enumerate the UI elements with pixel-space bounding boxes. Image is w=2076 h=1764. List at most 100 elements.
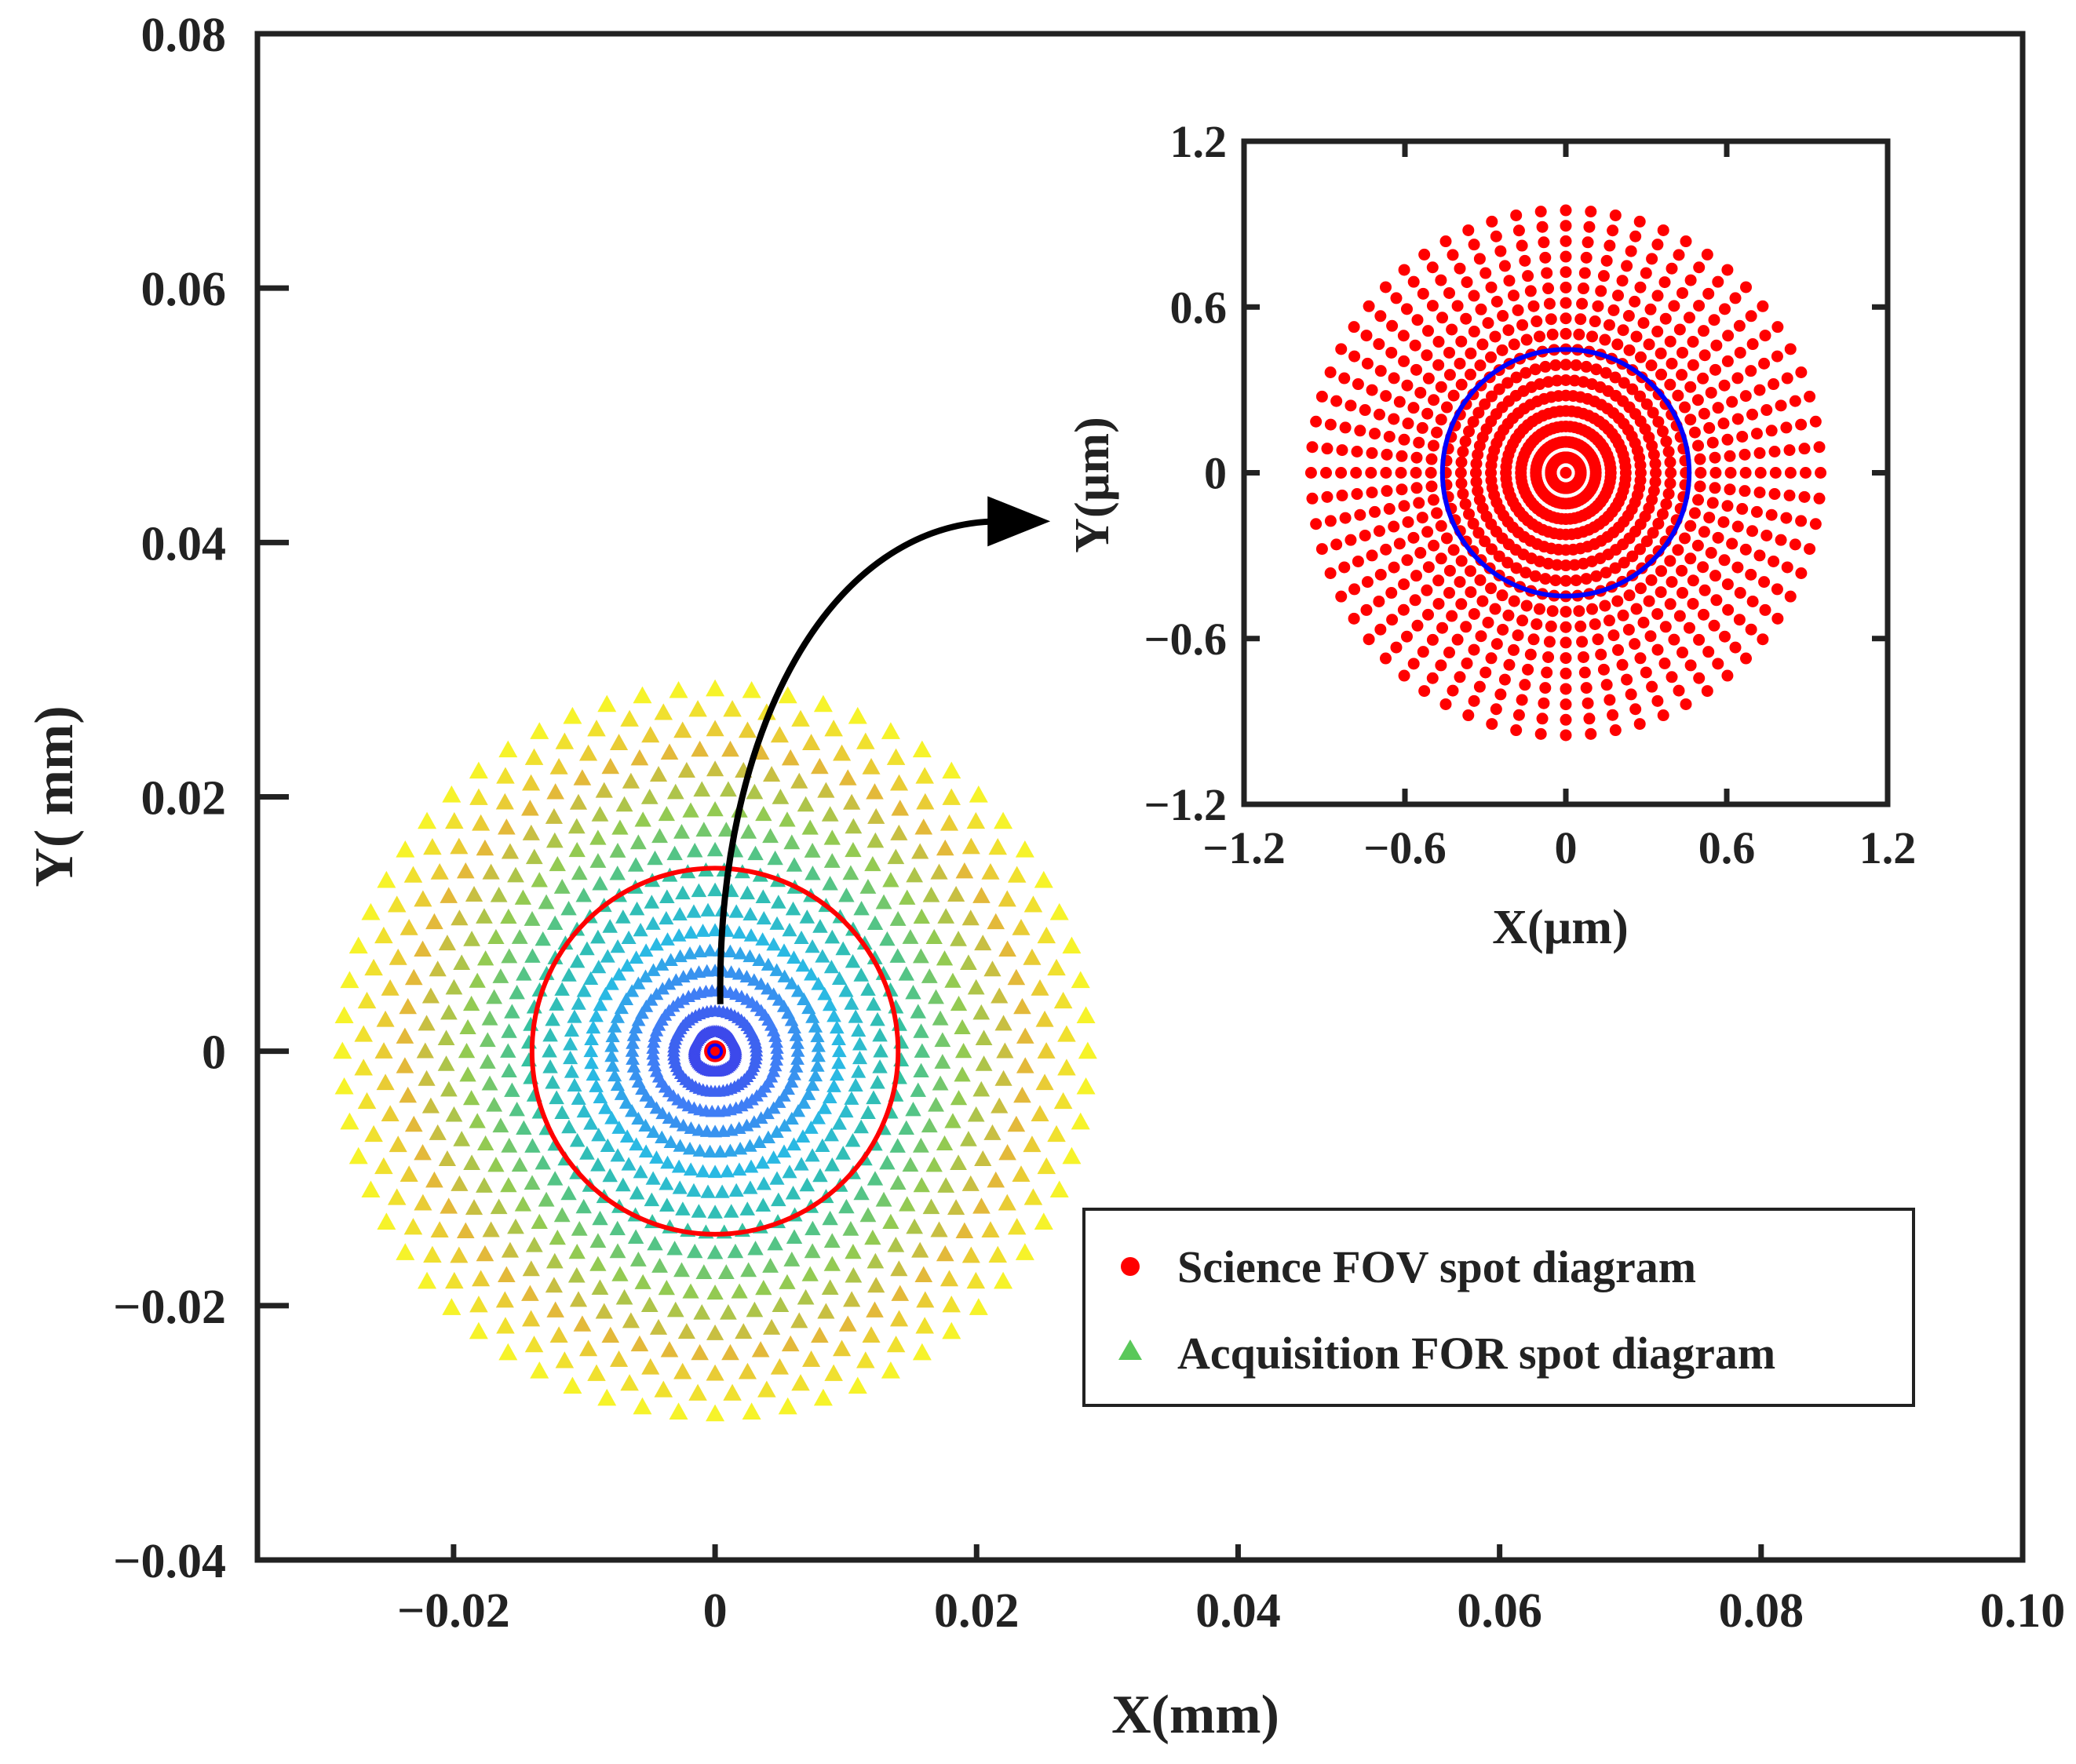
acquisition-spot-point (934, 1054, 951, 1069)
science-spot-point (1435, 414, 1447, 426)
acquisition-spot-point (784, 1111, 799, 1125)
acquisition-spot-point (972, 1004, 991, 1020)
acquisition-spot-point (937, 908, 955, 924)
acquisition-spot-point (440, 1081, 458, 1097)
acquisition-spot-point (610, 1148, 626, 1162)
science-spot-point (1473, 439, 1486, 452)
acquisition-spot-point (727, 1243, 744, 1259)
acquisition-spot-point (740, 823, 757, 839)
acquisition-spot-point (622, 1312, 640, 1328)
acquisition-spot-point (789, 1059, 804, 1073)
acquisition-spot-point (593, 997, 608, 1011)
acquisition-spot-point (525, 1236, 543, 1252)
acquisition-spot-point (831, 971, 848, 985)
science-spot-point (1451, 300, 1464, 312)
acquisition-spot-point (1034, 870, 1053, 888)
acquisition-spot-point (476, 1245, 494, 1262)
science-spot-point (1731, 561, 1744, 574)
acquisition-spot-point (905, 984, 921, 1000)
inset-x-tick-label: −1.2 (1202, 822, 1286, 873)
acquisition-spot-point (501, 843, 520, 859)
science-spot-point (1390, 641, 1403, 654)
acquisition-spot-point (610, 939, 626, 953)
acquisition-spot-point (469, 1321, 488, 1339)
acquisition-spot-point (625, 1103, 640, 1117)
acquisition-spot-point (723, 700, 742, 717)
acquisition-spot-point (647, 1053, 661, 1066)
acquisition-spot-point (782, 923, 797, 937)
science-spot-point (1443, 286, 1455, 299)
science-spot-point (1647, 448, 1660, 461)
acquisition-spot-point (823, 1128, 839, 1142)
acquisition-spot-point (889, 1175, 907, 1190)
science-spot-point (1701, 685, 1713, 698)
acquisition-spot-point (414, 940, 432, 957)
acquisition-spot-point (387, 1188, 407, 1205)
science-spot-point (1683, 621, 1695, 634)
acquisition-spot-point (641, 1358, 660, 1375)
acquisition-spot-point (364, 958, 383, 976)
science-spot-point (1658, 657, 1671, 669)
science-spot-point (1398, 433, 1410, 446)
acquisition-spot-point (769, 1124, 784, 1139)
science-spot-point (1474, 359, 1487, 372)
acquisition-spot-point (500, 1177, 517, 1193)
acquisition-spot-point (755, 1197, 772, 1212)
science-spot-point (1413, 497, 1425, 509)
acquisition-spot-point (542, 1043, 557, 1058)
science-spot-point (1536, 713, 1549, 725)
science-spot-point (1813, 492, 1826, 505)
science-spot-point (1684, 274, 1697, 286)
science-spot-point (1673, 323, 1686, 336)
science-spot-point (1501, 377, 1514, 389)
science-spot-point (1758, 576, 1771, 589)
science-spot-point (1436, 312, 1449, 324)
science-spot-point (1545, 620, 1557, 632)
acquisition-spot-point (399, 997, 418, 1015)
acquisition-spot-point (522, 1260, 540, 1277)
acquisition-spot-point (476, 1177, 493, 1193)
science-spot-point (1472, 406, 1485, 419)
inset-x-tick-label: 0.6 (1698, 822, 1756, 873)
acquisition-spot-point (994, 811, 1013, 829)
science-spot-point (1768, 487, 1781, 500)
acquisition-spot-point (492, 968, 509, 983)
science-spot-point (1651, 643, 1664, 656)
acquisition-spot-point (822, 1210, 838, 1226)
acquisition-spot-point (555, 732, 575, 749)
acquisition-spot-point (831, 1116, 848, 1130)
acquisition-spot-point (706, 1404, 725, 1422)
science-spot-point (1718, 554, 1731, 567)
acquisition-spot-point (462, 1090, 480, 1106)
science-spot-point (1545, 313, 1557, 326)
acquisition-spot-point (492, 1117, 509, 1133)
acquisition-spot-point (778, 686, 797, 704)
science-spot-point (1733, 614, 1746, 626)
inset-y-tick-label: −0.6 (1144, 614, 1227, 665)
science-spot-point (1510, 371, 1523, 384)
acquisition-spot-point (549, 997, 564, 1011)
science-spot-point (1560, 559, 1572, 572)
acquisition-spot-point (545, 807, 564, 824)
science-spot-point (1476, 595, 1489, 607)
acquisition-spot-point (944, 972, 961, 988)
science-spot-point (1643, 338, 1655, 351)
acquisition-enclosed-circle (529, 866, 901, 1237)
science-spot-point (1560, 204, 1572, 217)
acquisition-spot-point (824, 1364, 843, 1381)
science-spot-point (1524, 285, 1537, 297)
science-spot-point (1396, 483, 1408, 496)
main-y-tick-label: −0.04 (113, 1535, 226, 1588)
science-spot-point (1494, 245, 1507, 257)
acquisition-spot-point (875, 965, 892, 980)
science-spot-point (1719, 630, 1731, 643)
acquisition-spot-point (824, 720, 843, 737)
acquisition-spot-point (663, 953, 678, 966)
acquisition-spot-point (752, 953, 767, 966)
science-spot-point (1750, 505, 1763, 518)
acquisition-spot-point (589, 829, 607, 845)
science-spot-point (1383, 430, 1396, 443)
acquisition-spot-point (629, 1252, 647, 1267)
inset-x-tick-label: −0.6 (1363, 822, 1447, 873)
acquisition-spot-point (771, 895, 786, 909)
